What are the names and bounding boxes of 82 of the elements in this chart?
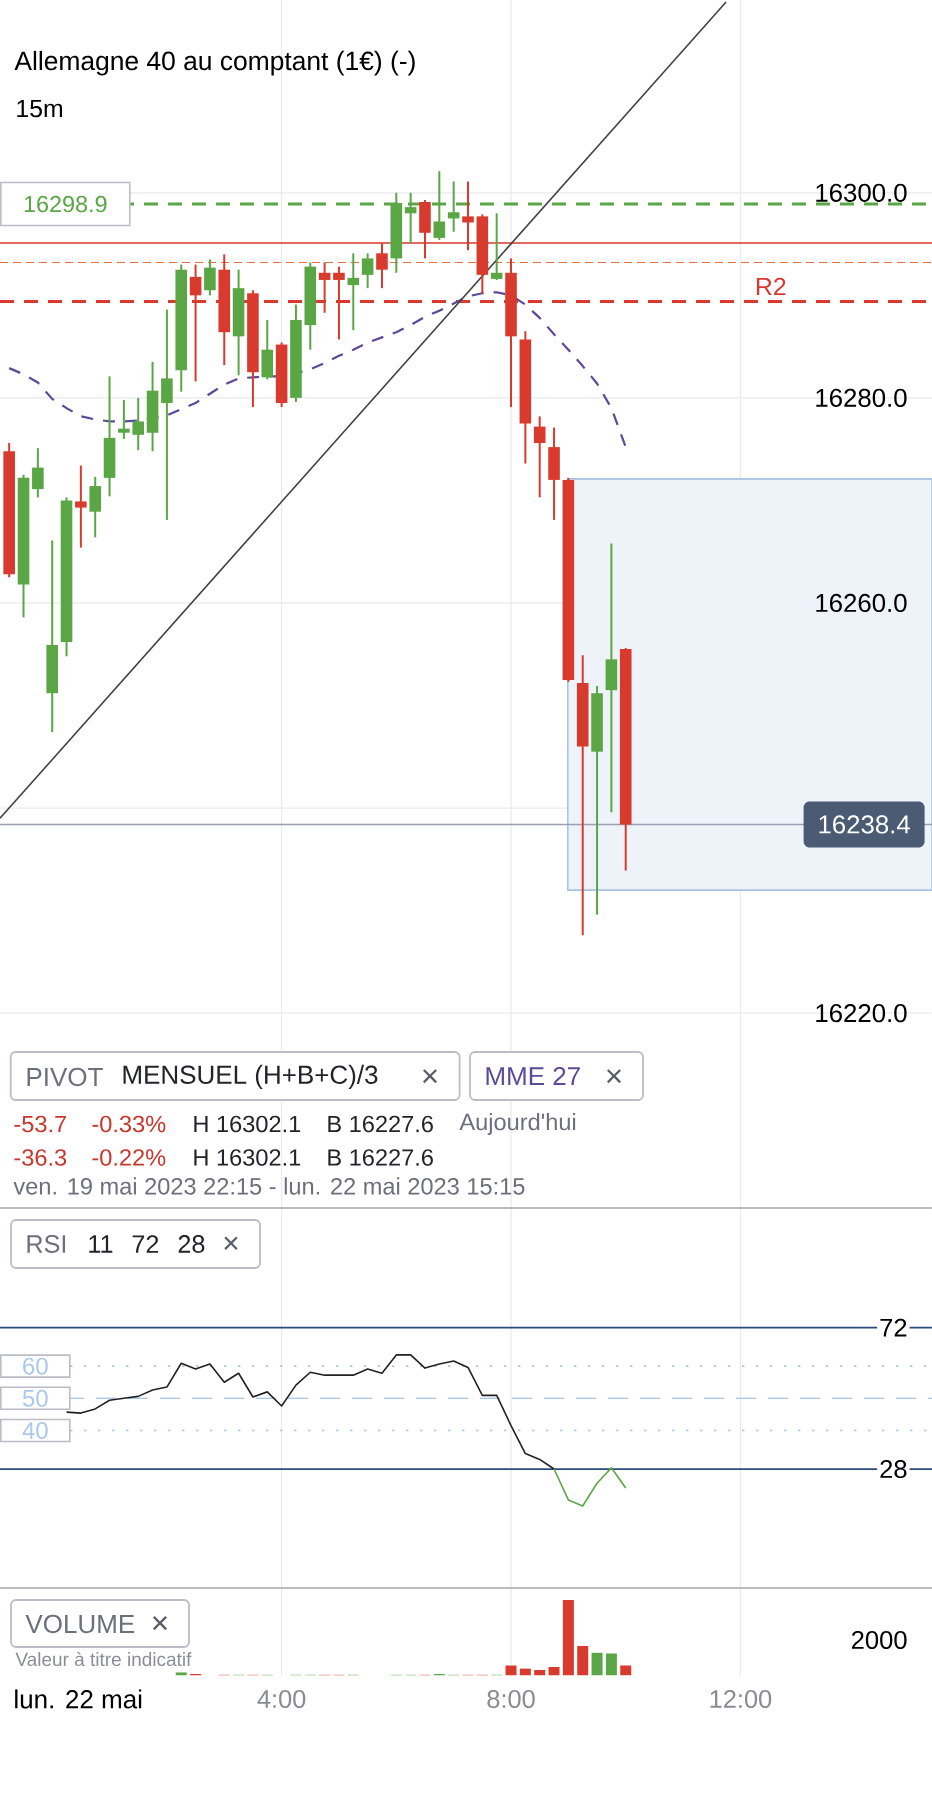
y-tick-label: 16220.0 bbox=[816, 1004, 907, 1023]
candlestick bbox=[75, 464, 87, 549]
ref-line-label: 40 bbox=[22, 1421, 48, 1439]
candlestick bbox=[204, 258, 216, 297]
x-tick-label: 8:00 bbox=[487, 1689, 535, 1708]
candlestick bbox=[132, 396, 145, 452]
bar bbox=[562, 1599, 574, 1676]
x-tick-label: 12:00 bbox=[710, 1689, 772, 1708]
candlestick bbox=[290, 303, 302, 403]
y-tick-label: 72 bbox=[880, 1318, 907, 1337]
y-tick-label: 16300.0 bbox=[816, 183, 907, 202]
y-tick-label: 28 bbox=[880, 1459, 907, 1479]
annotation: -0.33% bbox=[92, 1115, 166, 1133]
annotation: H 16302.1 bbox=[194, 1115, 301, 1133]
candlestick bbox=[118, 398, 130, 440]
candlestick bbox=[548, 426, 560, 521]
ref-line-label: 50 bbox=[22, 1389, 48, 1407]
candlestick bbox=[533, 415, 546, 499]
annotation: B 16227.6 bbox=[328, 1149, 433, 1166]
bar bbox=[534, 1670, 546, 1676]
ref-line-label: 16298.9 bbox=[24, 195, 107, 213]
candlestick bbox=[261, 318, 274, 381]
annotation: ✕ bbox=[152, 1616, 168, 1631]
text: 15m bbox=[17, 99, 63, 118]
candlestick bbox=[576, 654, 589, 937]
ref-line-label: R2 bbox=[756, 277, 786, 296]
line-series bbox=[8, 291, 627, 449]
candlestick bbox=[519, 330, 532, 465]
candlestick bbox=[591, 685, 603, 916]
annotation: H 16302.1 bbox=[194, 1149, 301, 1166]
line-series bbox=[553, 1466, 627, 1507]
annotation: 2000 bbox=[851, 1630, 907, 1650]
candlestick bbox=[232, 268, 245, 377]
ref-line-label: 16238.4 bbox=[819, 815, 910, 834]
candlestick bbox=[361, 252, 374, 290]
candlestick bbox=[103, 375, 116, 498]
candlestick bbox=[619, 647, 632, 872]
annotation: 28 bbox=[178, 1235, 205, 1253]
y-tick-label: 16260.0 bbox=[816, 593, 907, 613]
candlestick bbox=[3, 442, 15, 579]
candlestick bbox=[275, 341, 288, 409]
annotation: B 16227.6 bbox=[328, 1115, 433, 1133]
bar bbox=[605, 1653, 617, 1676]
annotation: VOLUME bbox=[25, 1614, 135, 1634]
text: Allemagne 40 au comptant (1€) (-) bbox=[14, 50, 415, 76]
candlestick bbox=[89, 475, 102, 539]
ref-line-label: 60 bbox=[23, 1357, 48, 1375]
annotation: 72 bbox=[132, 1235, 159, 1253]
annotation: Valeur à titre indicatif bbox=[15, 1651, 192, 1667]
candlestick bbox=[304, 261, 317, 351]
annotation: -0.22% bbox=[92, 1149, 166, 1166]
bar bbox=[620, 1665, 632, 1676]
text: lun. 22 mai bbox=[15, 1689, 142, 1709]
bar bbox=[505, 1665, 517, 1676]
annotation: ✕ bbox=[422, 1069, 438, 1084]
annotation: -36.3 bbox=[14, 1149, 67, 1166]
candlestick bbox=[17, 473, 30, 619]
candlestick bbox=[175, 263, 188, 393]
annotation: 11 bbox=[89, 1235, 113, 1253]
x-tick-label: 4:00 bbox=[257, 1689, 306, 1708]
annotation: PIVOT bbox=[27, 1067, 103, 1087]
candlestick bbox=[347, 252, 360, 332]
annotation: RSI bbox=[27, 1235, 66, 1253]
bar bbox=[548, 1667, 560, 1676]
annotation: ✕ bbox=[224, 1236, 238, 1250]
annotation: Aujourd'hui bbox=[459, 1113, 576, 1135]
candlestick bbox=[161, 308, 173, 521]
candlestick bbox=[32, 447, 44, 499]
candlestick bbox=[146, 360, 159, 453]
bar bbox=[591, 1652, 603, 1676]
annotation: -53.7 bbox=[14, 1115, 66, 1133]
candlestick bbox=[60, 496, 73, 658]
bar bbox=[577, 1645, 589, 1676]
annotation: ✕ bbox=[606, 1069, 621, 1084]
candlestick bbox=[562, 476, 575, 683]
candlestick bbox=[605, 542, 618, 814]
candlestick bbox=[46, 539, 58, 734]
annotation: ven. 19 mai 2023 22:15 - lun. 22 mai 2023 15:15 bbox=[13, 1177, 525, 1195]
candlestick bbox=[490, 212, 503, 281]
text: MME 27 bbox=[486, 1066, 580, 1086]
annotation: MENSUEL (H+B+C)/3 bbox=[123, 1064, 378, 1090]
y-tick-label: 16280.0 bbox=[816, 388, 907, 408]
